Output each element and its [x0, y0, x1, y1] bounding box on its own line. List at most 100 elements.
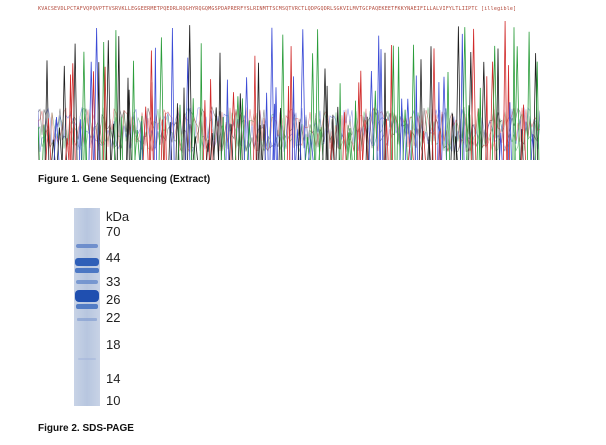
chromatogram-peak	[286, 85, 291, 161]
chromatogram-peak	[116, 36, 121, 161]
chromatogram-peak	[478, 87, 482, 161]
ladder-marker: 70	[106, 224, 121, 239]
chromatogram-peak	[208, 79, 213, 161]
chromatogram-peak	[446, 71, 450, 161]
chromatogram-peak	[431, 48, 437, 161]
chromatogram-peak	[384, 118, 389, 161]
chromatogram-peak	[521, 104, 526, 161]
chromatogram-peak	[383, 52, 387, 161]
chromatogram-peak	[70, 63, 76, 161]
chromatogram-peak	[274, 87, 278, 161]
chromatogram-peak	[402, 109, 408, 161]
chromatogram-peak	[269, 27, 275, 161]
chromatogram-peak	[182, 87, 186, 161]
chromatogram-peak	[126, 89, 132, 161]
ladder-marker: 22	[106, 310, 121, 325]
sds-page-gel-lane	[74, 208, 100, 406]
chromatogram-peak	[325, 85, 329, 161]
chromatogram-peak	[97, 62, 101, 161]
chromatogram-peak	[191, 98, 196, 161]
chromatogram-peak	[253, 55, 257, 161]
chromatogram-peak	[414, 75, 418, 161]
kda-ladder: kDa 70 44 33 26 22 18 14 10	[106, 208, 166, 412]
chromatogram-peak	[103, 66, 108, 161]
chromatogram	[38, 20, 540, 161]
chromatogram-peak	[101, 41, 106, 161]
chromatogram-peak	[229, 124, 234, 161]
chromatogram-peak	[142, 106, 149, 161]
chromatogram-peak	[411, 44, 416, 161]
chromatogram-peak	[83, 113, 87, 161]
chromatogram-peak	[535, 61, 540, 161]
chromatogram-peak	[185, 57, 191, 161]
chromatogram-peak	[347, 128, 353, 161]
chromatogram-peak	[470, 28, 477, 161]
chromatogram-peak	[79, 119, 82, 161]
chromatogram-peak	[256, 62, 261, 161]
gel-band	[75, 290, 99, 302]
gel-band	[75, 258, 99, 266]
chromatogram-peak	[170, 27, 175, 161]
chromatogram-peak	[114, 30, 118, 161]
chromatogram-peak	[140, 115, 144, 161]
sequence-text: KVACSEVDLPCTAFVQPQVPTTVSRVKLLEGGEERMETPQ…	[38, 6, 517, 12]
ladder-unit-label: kDa	[106, 209, 130, 224]
chromatogram-peak	[318, 127, 324, 161]
chromatogram-peak	[120, 116, 124, 161]
chromatogram-peak	[240, 98, 245, 161]
chromatogram-peak	[466, 105, 472, 161]
chromatogram-peak	[408, 130, 414, 161]
chromatogram-peak	[163, 113, 167, 161]
chromatogram-peak	[160, 119, 164, 161]
chromatogram-peak	[450, 113, 455, 161]
ladder-marker: 26	[106, 292, 121, 307]
ladder-marker: 33	[106, 274, 121, 289]
chromatogram-peak	[199, 43, 203, 161]
chromatogram-peak	[428, 46, 434, 161]
chromatogram-peak	[299, 29, 306, 161]
chromatogram-peak	[192, 136, 198, 161]
chromatogram-peak	[61, 65, 67, 161]
chromatogram-peak	[481, 61, 487, 161]
gel-band	[77, 318, 97, 321]
chromatogram-peak	[57, 127, 63, 161]
gel-band	[76, 244, 98, 248]
chromatogram-peak	[533, 53, 538, 161]
chromatogram-peak	[421, 130, 426, 161]
chromatogram-peak	[491, 45, 498, 161]
chromatogram-peak	[418, 59, 424, 161]
chromatogram-peak	[368, 70, 375, 161]
chromatogram-peak	[257, 125, 263, 161]
ladder-marker: 10	[106, 393, 121, 408]
chromatogram-peak	[455, 26, 461, 161]
chromatogram-peak	[42, 124, 46, 161]
chromatogram-peak	[405, 98, 411, 161]
chromatogram-peak	[507, 102, 512, 161]
chromatogram-peak	[177, 104, 183, 161]
chromatogram-peak	[346, 132, 352, 161]
chromatogram-peak	[305, 137, 310, 161]
chromatogram-peak	[105, 40, 111, 161]
chromatogram-peak	[338, 83, 342, 161]
chromatogram-peak	[315, 29, 320, 161]
chromatogram-peak	[158, 37, 164, 161]
figure1-caption: Figure 1. Gene Sequencing (Extract)	[38, 174, 211, 185]
chromatogram-peak	[225, 79, 230, 161]
chromatogram-peak	[462, 27, 468, 161]
chromatogram-peak	[503, 20, 508, 161]
chromatogram-peak	[485, 76, 489, 161]
chromatogram-peak	[238, 93, 243, 161]
chromatogram-peak	[453, 136, 458, 161]
chromatogram-peak	[342, 112, 347, 161]
chromatogram-peak	[213, 107, 219, 161]
chromatogram-peak	[264, 92, 269, 161]
figure2-caption: Figure 2. SDS-PAGE	[38, 423, 134, 434]
chromatogram-peak	[131, 60, 136, 161]
chromatogram-peak	[72, 43, 78, 161]
chromatogram-peak	[291, 76, 296, 161]
chromatogram-peak	[396, 46, 401, 161]
chromatogram-peak	[126, 77, 130, 161]
chromatogram-peak	[280, 34, 285, 161]
chromatogram-peak	[489, 61, 496, 161]
chromatogram-peak	[438, 131, 442, 161]
